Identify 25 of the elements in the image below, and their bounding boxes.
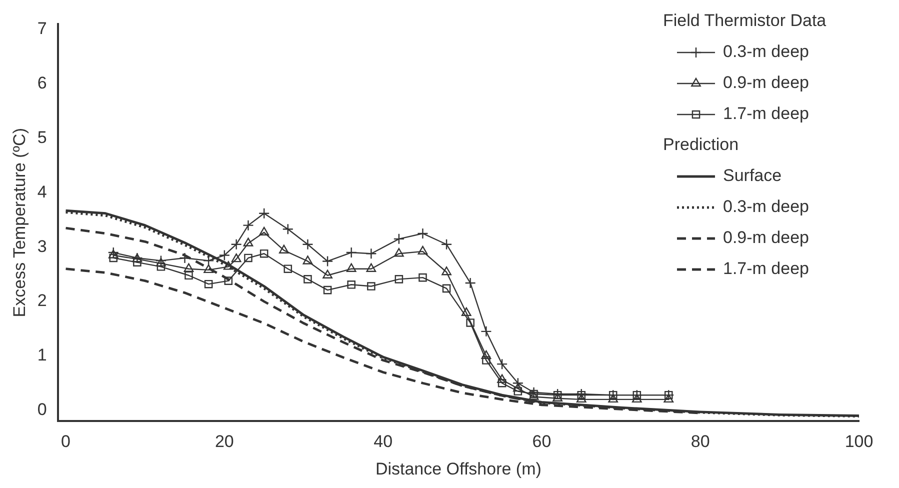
legend-label: 0.3-m deep xyxy=(723,197,809,216)
y-axis-title: Excess Temperature (ºC) xyxy=(10,128,29,318)
y-tick-label: 3 xyxy=(37,236,47,256)
x-tick-label: 80 xyxy=(690,432,710,452)
y-tick-label: 6 xyxy=(37,74,47,93)
legend-label: Surface xyxy=(723,166,782,186)
x-tick-label: 100 xyxy=(844,432,874,452)
x-tick-label: 40 xyxy=(374,432,393,452)
y-tick-label: 1 xyxy=(37,346,47,365)
legend-label: 0.9-m deep xyxy=(723,73,809,92)
y-tick-label: 5 xyxy=(37,128,47,147)
y-tick-label: 0 xyxy=(37,400,47,420)
legend-label: 0.3-m deep xyxy=(723,42,809,62)
x-tick-label: 60 xyxy=(532,432,552,452)
y-tick-label: 4 xyxy=(37,182,47,202)
legend-label: 1.7-m deep xyxy=(723,259,809,278)
legend-label: 1.7-m deep xyxy=(723,104,809,124)
x-tick-label: 0 xyxy=(61,432,71,452)
y-tick-label: 7 xyxy=(37,19,47,38)
annotation: Prediction xyxy=(663,135,739,154)
legend-label: 0.9-m deep xyxy=(723,228,809,248)
x-axis-title: Distance Offshore (m) xyxy=(375,459,542,478)
x-tick-label: 20 xyxy=(214,432,234,452)
y-tick-label: 2 xyxy=(37,291,47,310)
legend-title: Field Thermistor Data xyxy=(663,11,827,30)
